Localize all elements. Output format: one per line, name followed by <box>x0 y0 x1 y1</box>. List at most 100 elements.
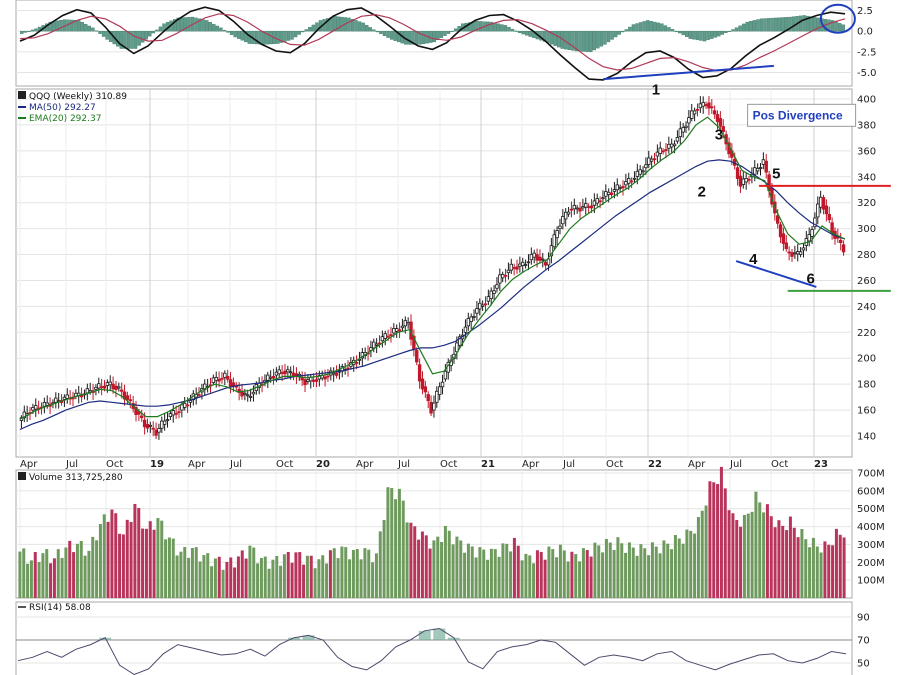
macd-histogram-bar <box>375 30 380 33</box>
volume-bar <box>432 540 436 598</box>
volume-bar <box>428 548 432 598</box>
candle-body <box>761 159 766 165</box>
candle-body <box>747 178 751 181</box>
volume-bar <box>455 536 459 598</box>
candle-body <box>523 264 528 266</box>
candle-body <box>715 114 720 123</box>
volume-bar <box>443 525 447 598</box>
candle-body <box>543 261 548 266</box>
x-tick-label: Jul <box>229 459 242 470</box>
macd-histogram-bar <box>116 30 120 47</box>
volume-bar <box>543 559 547 598</box>
volume-bar <box>409 522 413 598</box>
volume-bar <box>64 547 68 598</box>
volume-bar <box>282 554 286 598</box>
candle-body <box>475 308 479 314</box>
candle-body <box>334 372 339 376</box>
x-tick-label: Oct <box>106 459 123 470</box>
candle-body <box>606 191 611 195</box>
volume-bar <box>359 559 363 598</box>
macd-histogram-bar <box>204 20 209 32</box>
macd-histogram-bar <box>283 30 287 42</box>
signal-line <box>19 13 846 72</box>
candle-body <box>400 325 405 329</box>
macd-histogram-bar <box>336 16 340 32</box>
price-tick-label: 240 <box>857 302 876 313</box>
volume-bar <box>68 540 72 598</box>
candle-body <box>426 394 430 402</box>
volume-bar <box>225 561 229 598</box>
macd-line <box>19 6 846 81</box>
macd-histogram-bar <box>507 27 511 32</box>
macd-histogram-bar <box>517 30 522 34</box>
candle-body <box>251 391 256 395</box>
volume-bar <box>532 563 536 598</box>
volume-bar <box>60 557 64 598</box>
volume-bar <box>378 531 382 598</box>
volume-bar <box>102 514 106 598</box>
macd-histogram-bar <box>798 15 803 32</box>
macd-histogram-bar <box>393 30 397 41</box>
volume-bar <box>624 552 628 598</box>
candle-body <box>99 386 104 389</box>
candle-body <box>274 371 279 376</box>
volume-bar <box>512 537 516 598</box>
volume-title: Volume 313,725,280 <box>29 473 123 483</box>
candle-body <box>466 318 471 327</box>
candle-body <box>108 381 112 386</box>
volume-panel: 100M 200M 300M 400M 500M 600M 700M Volume 313,… <box>15 466 885 599</box>
macd-histogram-bar <box>27 30 31 32</box>
volume-bar <box>601 552 605 598</box>
volume-bar <box>95 540 99 598</box>
candle-body <box>575 207 579 210</box>
candle-body <box>463 326 468 333</box>
candle-body <box>618 187 622 189</box>
candle-body <box>787 251 791 254</box>
macd-histogram-bar <box>713 30 717 38</box>
candle-body <box>839 239 843 244</box>
macd-histogram-bar <box>642 21 646 32</box>
macd-histogram-bar <box>592 30 596 51</box>
candle-body <box>775 215 780 224</box>
volume-bar <box>693 533 697 598</box>
candle-body <box>824 205 829 215</box>
candle-body <box>810 229 814 237</box>
macd-histogram-bar <box>34 28 38 32</box>
volume-bar <box>317 559 321 598</box>
macd-histogram-bar <box>148 30 152 37</box>
candle-body <box>54 397 58 403</box>
candle-body <box>687 117 691 124</box>
volume-bar <box>547 546 551 598</box>
macd-histogram-bar <box>48 21 52 32</box>
ma50-line <box>19 159 846 431</box>
candle-body <box>88 390 92 393</box>
ema-legend-label: EMA(20) 292.37 <box>29 114 101 124</box>
volume-tick-label: 400M <box>857 522 885 533</box>
volume-bar <box>689 530 693 598</box>
wave-label: 3 <box>715 127 723 144</box>
candle-body <box>566 211 571 215</box>
candle-body <box>180 404 184 411</box>
macd-histogram-bar <box>645 20 650 32</box>
volume-bar <box>627 542 631 598</box>
candle-body <box>538 256 542 261</box>
volume-bar <box>294 552 298 598</box>
volume-bar <box>597 545 601 598</box>
macd-histogram-bar <box>656 22 661 32</box>
volume-bar <box>129 521 133 598</box>
volume-bar <box>608 542 612 598</box>
price-tick-label: 360 <box>857 146 876 157</box>
volume-bar <box>340 546 344 598</box>
candle-body <box>354 362 359 364</box>
macd-histogram-bar <box>749 21 753 32</box>
macd-histogram-bar <box>389 30 394 40</box>
macd-histogram-bar <box>624 29 629 32</box>
candle-body <box>105 382 110 386</box>
volume-bar <box>666 543 670 598</box>
macd-histogram-bar <box>500 24 504 32</box>
macd-histogram-bar <box>571 30 575 51</box>
volume-bar <box>758 502 762 598</box>
candle-body <box>598 200 602 203</box>
volume-bar <box>604 539 608 598</box>
volume-bar <box>72 552 76 598</box>
